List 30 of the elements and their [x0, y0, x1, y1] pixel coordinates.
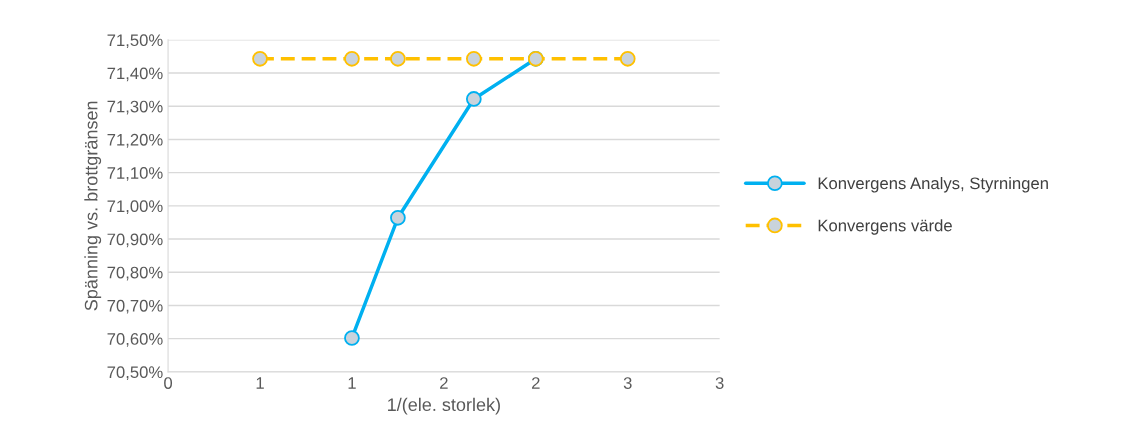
y-tick-label: 71,00%	[107, 200, 163, 215]
point	[619, 50, 636, 67]
point	[390, 209, 406, 226]
y-tick-label: 71,10%	[107, 167, 163, 181]
legend-label: Konvergens värde	[818, 219, 952, 235]
y-tick-label: 71,40%	[107, 67, 163, 82]
point	[344, 50, 360, 67]
y-tick-label: 71,20%	[107, 133, 163, 148]
y-tick-label: 70,60%	[107, 333, 163, 347]
x-tick-label: 3	[715, 377, 724, 389]
point	[465, 50, 482, 67]
point	[465, 91, 482, 107]
x-tick-label: 2	[532, 377, 540, 389]
point	[344, 330, 360, 346]
x-tick-label: 0	[164, 377, 173, 389]
y-tick-label: 70,90%	[107, 233, 163, 248]
y-tick-label: 70,80%	[107, 266, 163, 281]
legend-label: Konvergens Analys, Styrningen	[818, 176, 1048, 193]
point	[390, 50, 406, 67]
y-tick-label: 71,30%	[107, 100, 163, 115]
x-tick-label: 1	[348, 377, 356, 389]
y-tick-label: 70,50%	[107, 366, 163, 381]
x-tick-label: 2	[440, 377, 448, 389]
y-tick-label: 71,50%	[107, 34, 163, 49]
y-tick-label: 70,70%	[107, 299, 163, 314]
x-axis-title: 1/(ele. storlek)	[388, 397, 500, 415]
point	[252, 50, 268, 67]
y-axis-title: Spänning vs. brottgränsen	[84, 101, 102, 311]
x-tick-label: 3	[623, 377, 632, 389]
x-tick-label: 1	[256, 377, 264, 389]
